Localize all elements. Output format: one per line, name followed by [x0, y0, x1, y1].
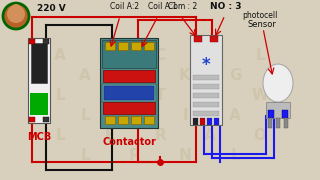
Text: T: T: [155, 87, 165, 103]
Text: E: E: [105, 48, 115, 62]
Bar: [43, 117, 49, 122]
Bar: [103, 102, 155, 114]
Text: A: A: [204, 127, 216, 143]
Text: A: A: [229, 107, 241, 123]
Text: L: L: [105, 87, 115, 103]
Text: R: R: [129, 147, 141, 163]
Bar: [102, 40, 156, 68]
Bar: [43, 39, 49, 44]
Bar: [193, 118, 198, 125]
Bar: [214, 118, 219, 125]
Bar: [30, 93, 48, 115]
Text: L: L: [255, 48, 265, 62]
Bar: [193, 75, 219, 80]
Bar: [194, 36, 202, 42]
Bar: [200, 118, 205, 125]
Bar: [210, 36, 218, 42]
Bar: [118, 116, 128, 124]
Text: Coil A:1: Coil A:1: [148, 2, 177, 11]
Text: NO : 3: NO : 3: [210, 2, 242, 11]
Text: I: I: [182, 107, 188, 123]
Text: C: C: [204, 87, 216, 103]
Text: *: *: [202, 56, 210, 74]
Text: O: O: [129, 107, 141, 123]
Bar: [144, 42, 154, 50]
Bar: [102, 84, 156, 102]
Bar: [284, 118, 288, 128]
Bar: [29, 117, 35, 122]
Bar: [268, 110, 274, 118]
Circle shape: [7, 5, 25, 23]
Text: L: L: [230, 147, 240, 163]
Bar: [193, 84, 219, 89]
Bar: [193, 93, 219, 98]
Bar: [28, 38, 50, 123]
Bar: [29, 39, 35, 44]
Bar: [193, 102, 219, 107]
Text: 220 V: 220 V: [37, 4, 66, 13]
Bar: [104, 86, 154, 100]
Text: MCB: MCB: [27, 132, 51, 142]
Bar: [31, 43, 47, 83]
Text: W: W: [252, 87, 268, 103]
Text: Com : 2: Com : 2: [168, 2, 197, 11]
Bar: [282, 110, 288, 118]
Text: G: G: [229, 68, 241, 83]
Text: O: O: [253, 127, 267, 143]
Circle shape: [11, 4, 21, 14]
Text: A: A: [54, 48, 66, 62]
Text: photocell: photocell: [242, 11, 277, 20]
Circle shape: [3, 3, 29, 29]
Bar: [190, 35, 222, 125]
Bar: [118, 42, 128, 50]
Bar: [131, 116, 141, 124]
Bar: [103, 70, 155, 82]
Bar: [193, 111, 219, 116]
Text: R: R: [154, 127, 166, 143]
Text: N: N: [179, 147, 191, 163]
Text: L: L: [80, 147, 90, 163]
Text: L: L: [55, 127, 65, 143]
Text: Coil A:2: Coil A:2: [110, 2, 139, 11]
Text: W: W: [127, 68, 143, 83]
Text: A: A: [79, 68, 91, 83]
Bar: [100, 38, 158, 128]
Text: Contactor: Contactor: [102, 137, 156, 147]
Text: Sensor: Sensor: [248, 20, 277, 29]
Bar: [105, 42, 115, 50]
Bar: [268, 118, 272, 128]
Ellipse shape: [263, 64, 293, 102]
Bar: [276, 118, 280, 128]
Text: L: L: [80, 107, 90, 123]
Text: C: C: [155, 48, 165, 62]
Text: E: E: [105, 127, 115, 143]
Bar: [105, 116, 115, 124]
Bar: [144, 116, 154, 124]
Bar: [266, 102, 290, 118]
Text: K: K: [179, 68, 191, 83]
Text: I: I: [207, 48, 213, 62]
Text: L: L: [55, 87, 65, 103]
Bar: [207, 118, 212, 125]
Bar: [131, 42, 141, 50]
